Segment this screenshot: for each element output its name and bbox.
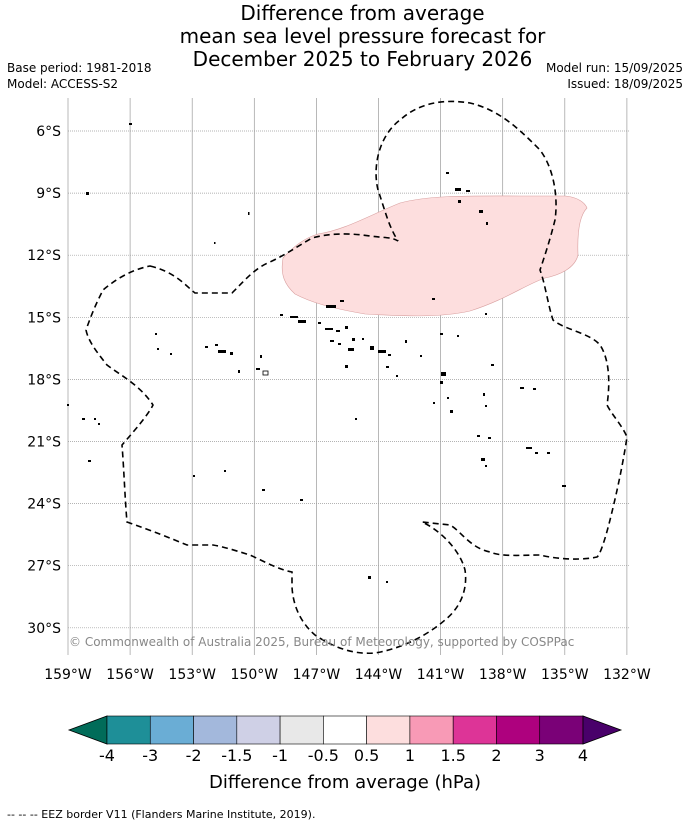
lon-tick-label: 147°W: [293, 667, 341, 683]
colorbar-tick: -1.5: [221, 746, 252, 765]
lat-tick-label: 12°S: [27, 248, 61, 264]
lat-tick-label: 9°S: [36, 186, 61, 202]
colorbar: [67, 715, 623, 745]
map-title: Difference from average mean sea level p…: [0, 2, 690, 71]
colorbar-segment: [279, 715, 324, 745]
lat-tick-label: 21°S: [27, 435, 61, 451]
colorbar-tick: 1: [405, 746, 415, 765]
colorbar-segment: [539, 715, 584, 745]
islands: [67, 123, 566, 583]
lon-tick-label: 153°W: [168, 667, 216, 683]
lon-tick-label: 159°W: [44, 667, 92, 683]
footnote: -- -- -- EEZ border V11 (Flanders Marine…: [7, 808, 316, 821]
colorbar-tick: 4: [578, 746, 588, 765]
lon-tick-label: 150°W: [231, 667, 279, 683]
colorbar-segment: [452, 715, 497, 745]
colorbar-label: Difference from average (hPa): [209, 772, 481, 793]
colorbar-tick: 1.5: [440, 746, 465, 765]
lat-tick-label: 27°S: [27, 559, 61, 575]
lat-tick-label: 30°S: [27, 621, 61, 637]
title-line-1: Difference from average: [240, 1, 485, 25]
colorbar-segment: [409, 715, 454, 745]
meta-right: Model run: 15/09/2025 Issued: 18/09/2025: [546, 60, 683, 92]
lon-tick-label: 138°W: [479, 667, 527, 683]
copyright-text: © Commonwealth of Australia 2025, Bureau…: [69, 635, 574, 649]
colorbar-tick: 0.5: [354, 746, 379, 765]
model-name: Model: ACCESS-S2: [7, 77, 119, 91]
colorbar-segment: [236, 715, 281, 745]
lon-tick-label: 144°W: [355, 667, 403, 683]
lon-tick-label: 132°W: [603, 667, 651, 683]
colorbar-tick: -1: [272, 746, 288, 765]
colorbar-under-arrow: [67, 715, 108, 745]
lon-tick-label: 141°W: [417, 667, 465, 683]
lon-tick-label: 156°W: [106, 667, 154, 683]
colorbar-segment: [106, 715, 151, 745]
colorbar-segment: [366, 715, 411, 745]
meta-left: Base period: 1981-2018 Model: ACCESS-S2: [7, 60, 152, 92]
lat-tick-label: 6°S: [36, 124, 61, 140]
colorbar-segment: [323, 715, 367, 745]
issued-date: Issued: 18/09/2025: [567, 77, 683, 91]
model-run: Model run: 15/09/2025: [545, 61, 683, 75]
map-gridlines: [67, 98, 629, 655]
longitude-tick-labels: 159°W 156°W 153°W 150°W 147°W 144°W 141°W 138°W…: [44, 667, 651, 683]
title-line-3: December 2025 to February 2026: [192, 47, 533, 71]
colorbar-tick: 2: [491, 746, 501, 765]
colorbar-tick: -3: [142, 746, 158, 765]
colorbar-tick-labels: -4 -3 -2 -1.5 -1 -0.5 0.5 1 1.5 2 3 4: [99, 746, 588, 765]
colorbar-tick: 3: [535, 746, 545, 765]
colorbar-tick: -0.5: [308, 746, 339, 765]
colorbar-segment: [496, 715, 541, 745]
lon-tick-label: 135°W: [541, 667, 589, 683]
colorbar-tick: -4: [99, 746, 115, 765]
lat-tick-label: 18°S: [27, 372, 61, 388]
colorbar-over-arrow: [582, 715, 623, 745]
lat-tick-label: 24°S: [27, 497, 61, 513]
eez-border: [85, 100, 628, 655]
title-line-2: mean sea level pressure forecast for: [179, 24, 546, 48]
colorbar-segment: [149, 715, 194, 745]
anomaly-region: [281, 195, 588, 317]
colorbar-segment: [193, 715, 238, 745]
lat-tick-label: 15°S: [27, 310, 61, 326]
base-period: Base period: 1981-2018: [7, 61, 152, 75]
latitude-tick-labels: 6°S 9°S 12°S 15°S 18°S 21°S 24°S 27°S 30°S: [27, 124, 61, 637]
colorbar-tick: -2: [186, 746, 202, 765]
